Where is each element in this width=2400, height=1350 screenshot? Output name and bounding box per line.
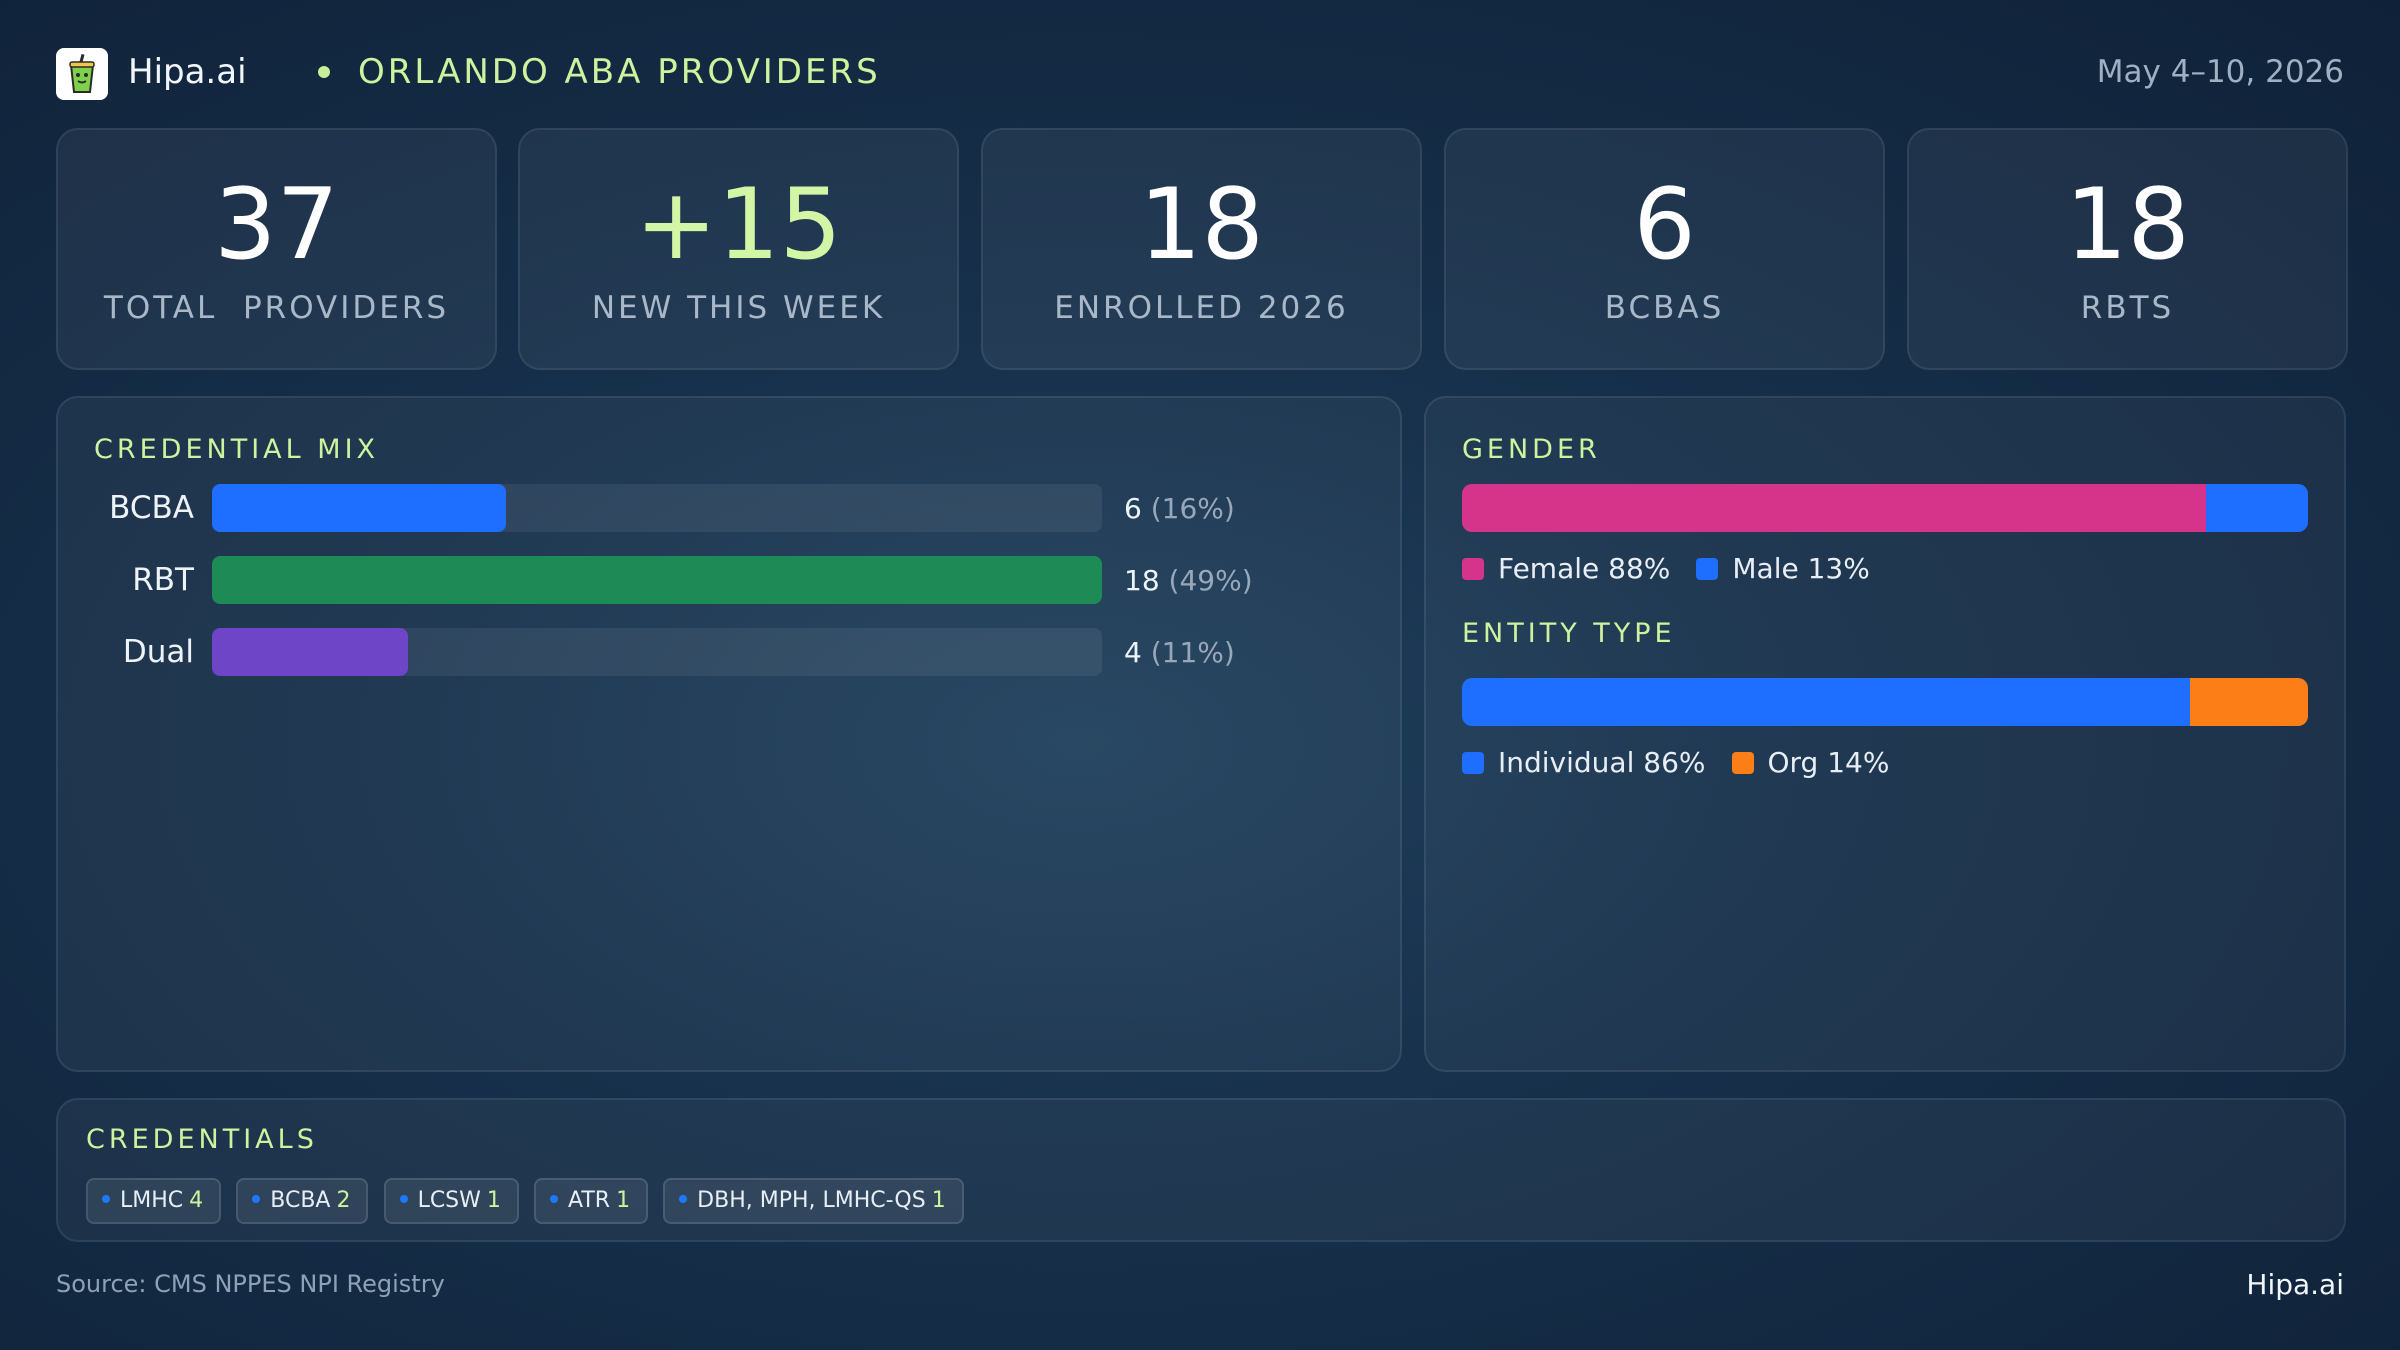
chip-dot <box>252 1195 261 1203</box>
kpi-value: +15 <box>635 168 842 282</box>
legend-label: Org 14% <box>1767 746 1890 779</box>
chip-dot <box>679 1195 688 1203</box>
stack-segment[interactable] <box>2206 484 2308 532</box>
bar-track <box>212 628 1102 676</box>
kpi-card-total-providers[interactable]: 37 TOTAL PROVIDERS <box>56 128 497 370</box>
bar-label: BCBA <box>109 490 194 526</box>
bar-row-rbt[interactable]: RBT 18 (49%) <box>58 556 1398 604</box>
credential-chips: LMHC 4 BCBA 2 LCSW 1 ATR 1 DBH, MPH, LMHC-QS… <box>86 1178 974 1224</box>
credential-chip[interactable]: LMHC 4 <box>86 1178 222 1224</box>
gender-stacked-bar[interactable] <box>1462 484 2308 532</box>
kpi-label: ENROLLED 2026 <box>1054 290 1349 326</box>
bar-track <box>212 484 1102 532</box>
credentials-panel: CREDENTIALS LMHC 4 BCBA 2 LCSW 1 ATR 1 DBH, … <box>56 1098 2346 1242</box>
bar-fill <box>212 484 506 532</box>
kpi-label: RBTS <box>2080 290 2175 326</box>
bar-track <box>212 556 1102 604</box>
footer-brand[interactable]: Hipa.ai <box>2246 1268 2344 1301</box>
chip-dot <box>550 1195 558 1203</box>
bar-row-bcba[interactable]: BCBA 6 (16%) <box>58 484 1398 532</box>
legend-item: Male 13% <box>1696 552 1870 585</box>
demographics-panel: GENDER Female 88% Male 13% ENTITY TYPE In… <box>1424 396 2346 1072</box>
panel-title: CREDENTIAL MIX <box>94 434 380 465</box>
kpi-value: 6 <box>1633 168 1696 282</box>
legend-swatch <box>1462 752 1484 774</box>
kpi-card-rbts[interactable]: 18 RBTS <box>1907 128 2348 370</box>
legend-label: Male 13% <box>1732 552 1870 585</box>
bar-value: 6 (16%) <box>1124 492 1235 525</box>
entity-type-legend: Individual 86% Org 14% <box>1462 746 1915 779</box>
legend-label: Individual 86% <box>1498 746 1706 779</box>
legend-item: Individual 86% <box>1462 746 1706 779</box>
bar-value: 4 (11%) <box>1124 636 1235 669</box>
gender-title: GENDER <box>1462 434 1601 465</box>
credential-mix-panel: CREDENTIAL MIX BCBA 6 (16%) RBT 18 (49%)… <box>56 396 1402 1072</box>
panel-title: CREDENTIALS <box>86 1124 318 1155</box>
credential-chip[interactable]: BCBA 2 <box>236 1178 369 1224</box>
kpi-label: NEW THIS WEEK <box>591 290 886 326</box>
bar-row-dual[interactable]: Dual 4 (11%) <box>58 628 1398 676</box>
kpi-value: 18 <box>1139 168 1264 282</box>
date-range: May 4–10, 2026 <box>2096 54 2344 90</box>
bar-value: 18 (49%) <box>1124 564 1253 597</box>
legend-label: Female 88% <box>1498 552 1671 585</box>
credential-chip[interactable]: ATR 1 <box>534 1178 649 1224</box>
kpi-card-new-this-week[interactable]: +15 NEW THIS WEEK <box>518 128 959 370</box>
stack-segment[interactable] <box>1462 678 2190 726</box>
bar-fill <box>212 628 408 676</box>
bar-label: RBT <box>132 562 194 598</box>
stack-segment[interactable] <box>2189 678 2308 726</box>
kpi-label: BCBAS <box>1604 290 1725 326</box>
credential-chip[interactable]: DBH, MPH, LMHC-QS 1 <box>663 1178 964 1224</box>
entity-type-title: ENTITY TYPE <box>1462 618 1676 649</box>
chip-dot <box>399 1195 408 1203</box>
credential-chip[interactable]: LCSW 1 <box>383 1178 519 1224</box>
kpi-row: 37 TOTAL PROVIDERS +15 NEW THIS WEEK 18 … <box>56 128 2348 370</box>
legend-swatch <box>1462 558 1484 580</box>
bar-fill <box>212 556 1102 604</box>
entity-type-stacked-bar[interactable] <box>1462 678 2308 726</box>
gender-legend: Female 88% Male 13% <box>1462 552 1896 585</box>
bar-label: Dual <box>122 634 194 670</box>
brand-name: Hipa.ai <box>128 52 247 92</box>
drink-cup-icon[interactable] <box>56 48 108 100</box>
separator-dot <box>318 66 330 78</box>
legend-swatch <box>1696 558 1719 580</box>
kpi-card-bcbas[interactable]: 6 BCBAS <box>1444 128 1885 370</box>
source-note: Source: CMS NPPES NPI Registry <box>56 1270 445 1298</box>
header: Hipa.ai ORLANDO ABA PROVIDERS May 4–10, … <box>56 46 2344 102</box>
page-title: ORLANDO ABA PROVIDERS <box>358 52 881 92</box>
kpi-card-enrolled-2026[interactable]: 18 ENROLLED 2026 <box>981 128 1422 370</box>
kpi-value: 37 <box>214 168 339 282</box>
legend-item: Female 88% <box>1462 552 1670 585</box>
legend-item: Org 14% <box>1731 746 1890 779</box>
legend-swatch <box>1731 752 1754 774</box>
kpi-value: 18 <box>2065 168 2190 282</box>
chip-dot <box>102 1195 110 1203</box>
stack-segment[interactable] <box>1462 484 2207 532</box>
kpi-label: TOTAL PROVIDERS <box>103 290 450 326</box>
